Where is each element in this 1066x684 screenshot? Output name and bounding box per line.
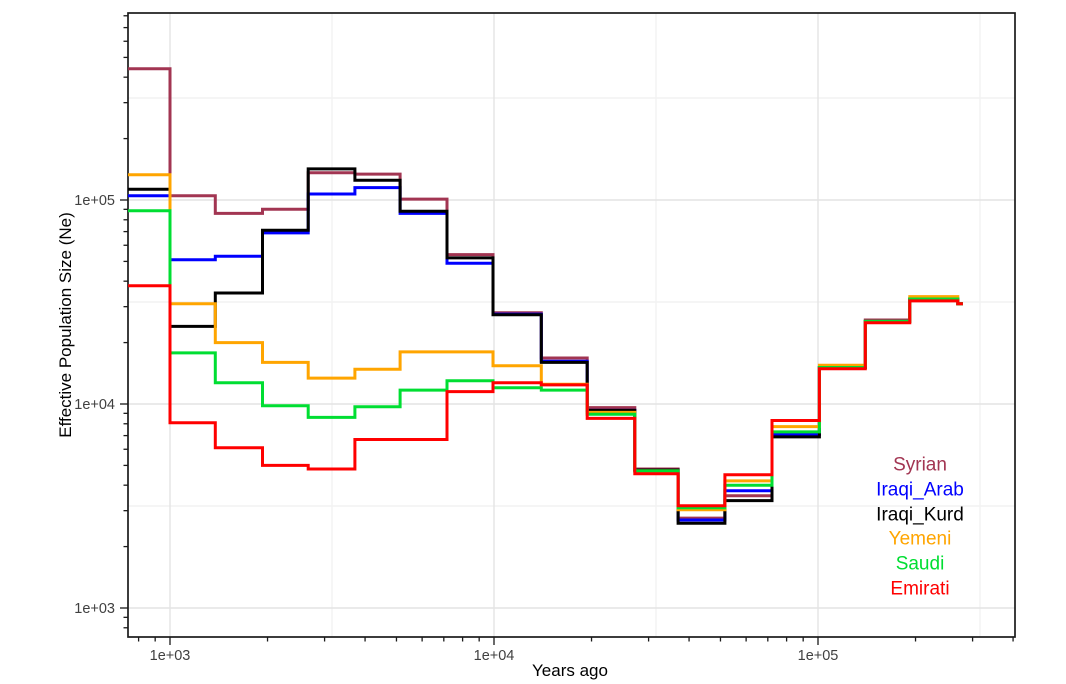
tick-label: 1e+05 bbox=[74, 193, 115, 209]
x-axis-title: Years ago bbox=[532, 661, 608, 680]
tick-label: 1e+03 bbox=[150, 648, 191, 664]
legend-item-syrian: Syrian bbox=[893, 454, 947, 476]
series-line-emirati bbox=[128, 284, 963, 508]
tick-label: 1e+03 bbox=[74, 601, 115, 617]
legend-item-iraqi-arab: Iraqi_Arab bbox=[876, 479, 964, 501]
legend-item-saudi: Saudi bbox=[895, 553, 945, 575]
legend-item-yemeni: Yemeni bbox=[888, 529, 952, 550]
tick-label: 1e+04 bbox=[74, 397, 115, 413]
tick-label: 1e+04 bbox=[474, 648, 515, 664]
legend-item-iraqi-kurd: Iraqi_Kurd bbox=[876, 504, 964, 526]
y-axis-title: Effective Population Size (Ne) bbox=[56, 212, 75, 438]
legend-item-emirati: Emirati bbox=[890, 578, 950, 600]
legend: Syrian Iraqi_Arab Iraqi_Kurd Yemeni Saud… bbox=[876, 454, 964, 603]
tick-label: 1e+05 bbox=[798, 648, 839, 664]
